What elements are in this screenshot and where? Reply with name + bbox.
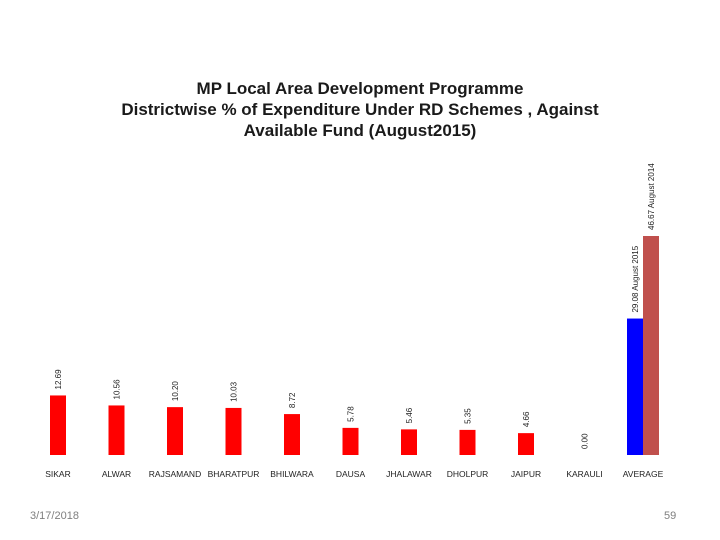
bar-bhilwara xyxy=(284,414,300,455)
title-line-1: MP Local Area Development Programme xyxy=(196,79,524,98)
title-line-3: Available Fund (August2015) xyxy=(243,121,477,140)
x-tick-label-jaipur: JAIPUR xyxy=(511,469,541,479)
x-tick-label-bharatpur: BHARATPUR xyxy=(208,469,260,479)
value-label-sikar: 12.69 xyxy=(54,369,63,390)
x-tick-label-dholpur: DHOLPUR xyxy=(447,469,489,479)
value-label-dausa: 5.78 xyxy=(347,406,356,422)
x-tick-label-rajsamand: RAJSAMAND xyxy=(149,469,201,479)
value-label-jaipur: 4.66 xyxy=(522,411,531,427)
bar-dholpur xyxy=(459,429,476,455)
value-label-bhilwara: 8.72 xyxy=(288,392,297,408)
value-label-alwar: 10.56 xyxy=(113,379,122,400)
value-label-rajsamand: 10.20 xyxy=(171,381,180,402)
bar-alwar xyxy=(108,405,125,455)
bar-rajsamand xyxy=(167,407,183,455)
bar-jaipur xyxy=(518,433,534,455)
value-label-bharatpur: 10.03 xyxy=(230,381,239,402)
x-tick-label-bhilwara: BHILWARA xyxy=(270,469,314,479)
chart-title: MP Local Area Development Programme Dist… xyxy=(100,78,620,141)
slide-number: 59 xyxy=(664,510,677,522)
x-tick-label-jhalawar: JHALAWAR xyxy=(386,469,432,479)
footer-date: 3/17/2018 xyxy=(30,510,79,522)
bar-jhalawar xyxy=(401,429,417,455)
bar-average-2015 xyxy=(627,318,643,455)
x-tick-label-dausa: DAUSA xyxy=(336,469,366,479)
value-label-dholpur: 5.35 xyxy=(464,408,473,424)
x-tick-label-sikar: SIKAR xyxy=(45,469,71,479)
value-label-karauli: 0.00 xyxy=(581,433,590,449)
x-tick-label-average: AVERAGE xyxy=(623,469,664,479)
bar-dausa xyxy=(342,427,359,455)
x-tick-label-karauli: KARAULI xyxy=(566,469,602,479)
value-label-average-2014: 46.67 August 2014 xyxy=(647,163,656,230)
bar-average-2014 xyxy=(643,236,659,455)
bar-sikar xyxy=(50,395,66,455)
value-label-average-2015: 29.08 August 2015 xyxy=(631,245,640,312)
x-tick-label-alwar: ALWAR xyxy=(102,469,131,479)
bar-bharatpur xyxy=(225,407,242,455)
value-label-jhalawar: 5.46 xyxy=(405,407,414,423)
title-line-2: Districtwise % of Expenditure Under RD S… xyxy=(121,100,599,119)
